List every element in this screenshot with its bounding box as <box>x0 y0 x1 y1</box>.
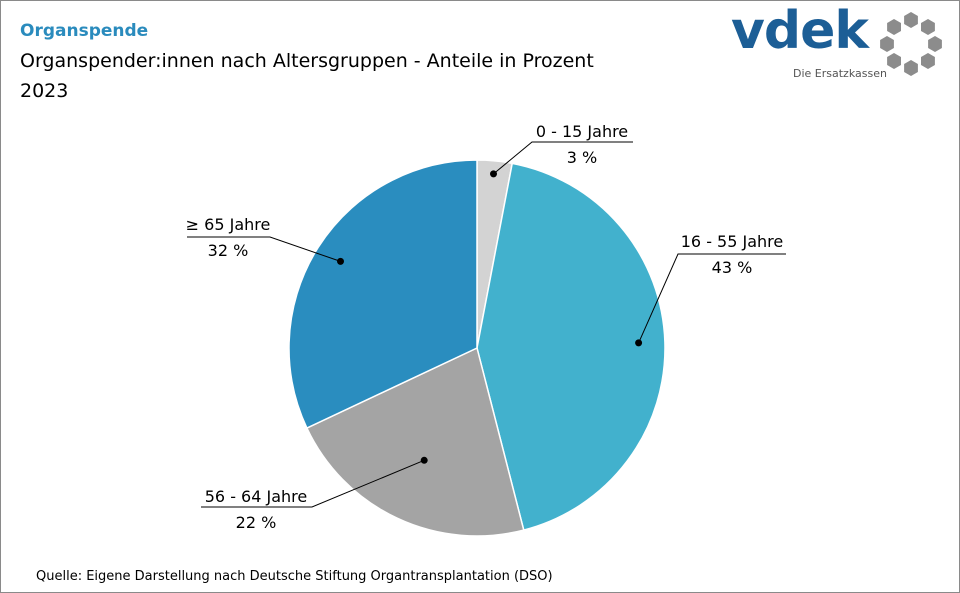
leader-line <box>201 459 425 508</box>
chart-title: Organspender:innen nach Altersgruppen - … <box>20 50 594 72</box>
category-label: 16 - 55 Jahre <box>681 232 783 251</box>
vdek-logo: vdek Die Ersatzkassen <box>731 1 951 84</box>
leader-dot <box>337 257 344 265</box>
value-label: 22 % <box>236 513 277 532</box>
logo-hexagon <box>928 36 942 52</box>
pie-slice <box>305 346 525 537</box>
logo-hexagon <box>887 19 901 35</box>
logo-hexagon <box>904 60 918 76</box>
logo-word: vdek <box>731 1 869 61</box>
pie-slice <box>288 159 478 430</box>
category-label: ≥ 65 Jahre <box>186 215 271 234</box>
logo-subtitle: Die Ersatzkassen <box>793 67 887 80</box>
logo-hexagon <box>887 53 901 69</box>
value-label: 3 % <box>567 148 597 167</box>
logo-hexagon <box>904 12 918 28</box>
leader-dot <box>635 339 643 347</box>
leader-dot <box>490 170 497 178</box>
logo-hexagon <box>921 19 935 35</box>
leader-line <box>187 236 341 262</box>
leader-line <box>493 141 633 175</box>
chart-year: 2023 <box>20 80 69 102</box>
pie-slice <box>476 162 666 532</box>
leader-line <box>638 253 786 344</box>
value-label: 43 % <box>712 258 753 277</box>
chart-source: Quelle: Eigene Darstellung nach Deutsche… <box>36 569 553 584</box>
category-label: 0 - 15 Jahre <box>536 122 628 141</box>
category-label: 56 - 64 Jahre <box>205 487 307 506</box>
logo-ring-icon <box>880 12 942 76</box>
value-label: 32 % <box>208 241 249 260</box>
chart-kicker: Organspende <box>20 21 149 41</box>
leader-dot <box>420 456 428 464</box>
logo-hexagon <box>880 36 894 52</box>
logo-hexagon <box>921 53 935 69</box>
